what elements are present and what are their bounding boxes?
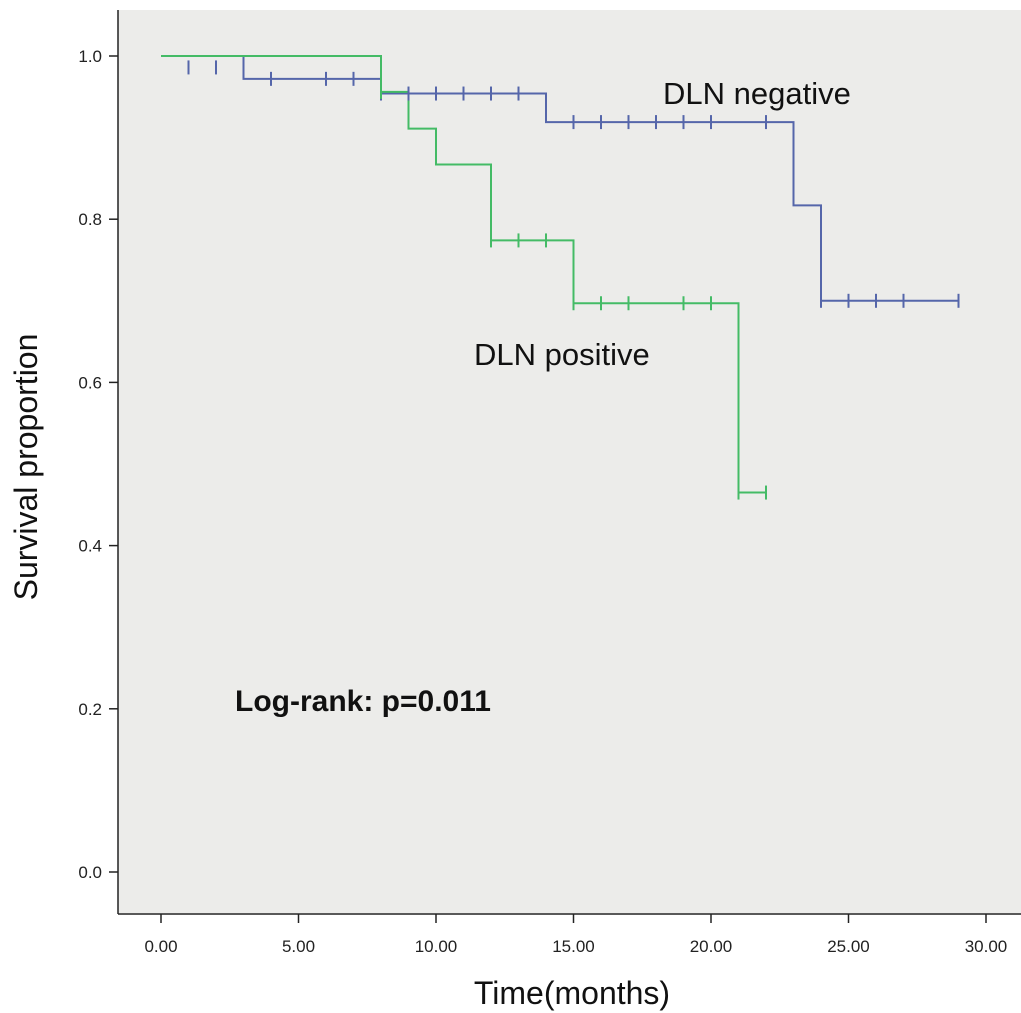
x-axis-ticks: 0.00 5.00 10.00 15.00 20.00 25.00 30.00 [144,914,1007,956]
x-axis-title: Time(months) [474,975,670,1011]
plot-background [118,10,1021,913]
x-tick-label: 30.00 [965,937,1008,956]
y-tick-label: 0.6 [78,373,102,392]
series-label-dln-positive: DLN positive [474,337,650,372]
x-tick-label: 20.00 [690,937,733,956]
x-tick-label: 0.00 [144,937,177,956]
y-tick-label: 0.8 [78,210,102,229]
y-tick-label: 0.4 [78,537,102,556]
y-axis-ticks: 0.0 0.2 0.4 0.6 0.8 1.0 [78,47,118,882]
y-tick-label: 0.2 [78,700,102,719]
x-tick-label: 25.00 [827,937,870,956]
x-tick-label: 15.00 [552,937,595,956]
x-tick-label: 5.00 [282,937,315,956]
x-tick-label: 10.00 [415,937,458,956]
censor-marks [187,60,960,500]
y-tick-label: 1.0 [78,47,102,66]
log-rank-annotation: Log-rank: p=0.011 [235,685,491,718]
y-axis-title: Survival proportion [8,334,44,601]
series-label-dln-negative: DLN negative [663,76,851,111]
y-tick-label: 0.0 [78,863,102,882]
curve-dln-negative [161,55,959,302]
